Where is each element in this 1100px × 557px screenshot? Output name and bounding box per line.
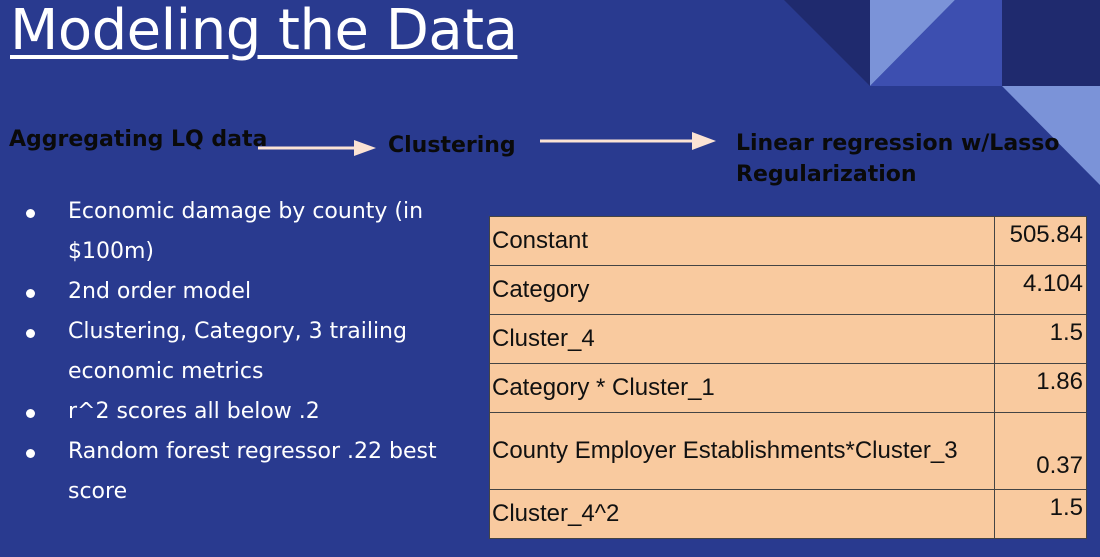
coefficient-value: 1.5 [994,314,1087,364]
table-row: Cluster_4 1.5 [489,314,1087,364]
pipeline-step-clustering: Clustering [388,133,516,158]
bullet-item: 2nd order model [22,272,442,312]
coefficient-name: Cluster_4^2 [489,489,995,539]
arrow-right-icon [540,132,716,150]
table-row: Cluster_4^2 1.5 [489,489,1087,539]
bullet-icon [26,289,35,298]
coefficient-value: 1.5 [994,489,1087,539]
coefficient-table: Constant 505.84 Category 4.104 Cluster_4… [489,216,1087,539]
table-row: Category * Cluster_1 1.86 [489,363,1087,413]
bullet-item: r^2 scores all below .2 [22,392,442,432]
arrow-right-icon [258,140,376,156]
table-row: Category 4.104 [489,265,1087,315]
table-row: Constant 505.84 [489,216,1087,266]
bullet-item: Random forest regressor .22 best score [22,432,442,512]
coefficient-name: Constant [489,216,995,266]
bullet-item: Economic damage by county (in $100m) [22,192,442,272]
coefficient-value: 4.104 [994,265,1087,315]
bullet-list: Economic damage by county (in $100m) 2nd… [22,192,442,512]
pipeline-step-aggregating: Aggregating LQ data [9,127,268,152]
page-title: Modeling the Data [10,0,518,63]
pipeline-step-regression: Linear regression w/Lasso Regularization [736,131,1060,187]
bullet-icon [26,409,35,418]
coefficient-name: County Employer Establishments*Cluster_3 [489,412,995,490]
table-row: County Employer Establishments*Cluster_3… [489,412,1087,490]
coefficient-value: 505.84 [994,216,1087,266]
bullet-icon [26,329,35,338]
bullet-item: Clustering, Category, 3 trailing economi… [22,312,442,392]
coefficient-name: Category * Cluster_1 [489,363,995,413]
coefficient-value: 1.86 [994,363,1087,413]
bullet-icon [26,209,35,218]
coefficient-name: Category [489,265,995,315]
bullet-icon [26,449,35,458]
coefficient-value: 0.37 [994,412,1087,490]
coefficient-name: Cluster_4 [489,314,995,364]
